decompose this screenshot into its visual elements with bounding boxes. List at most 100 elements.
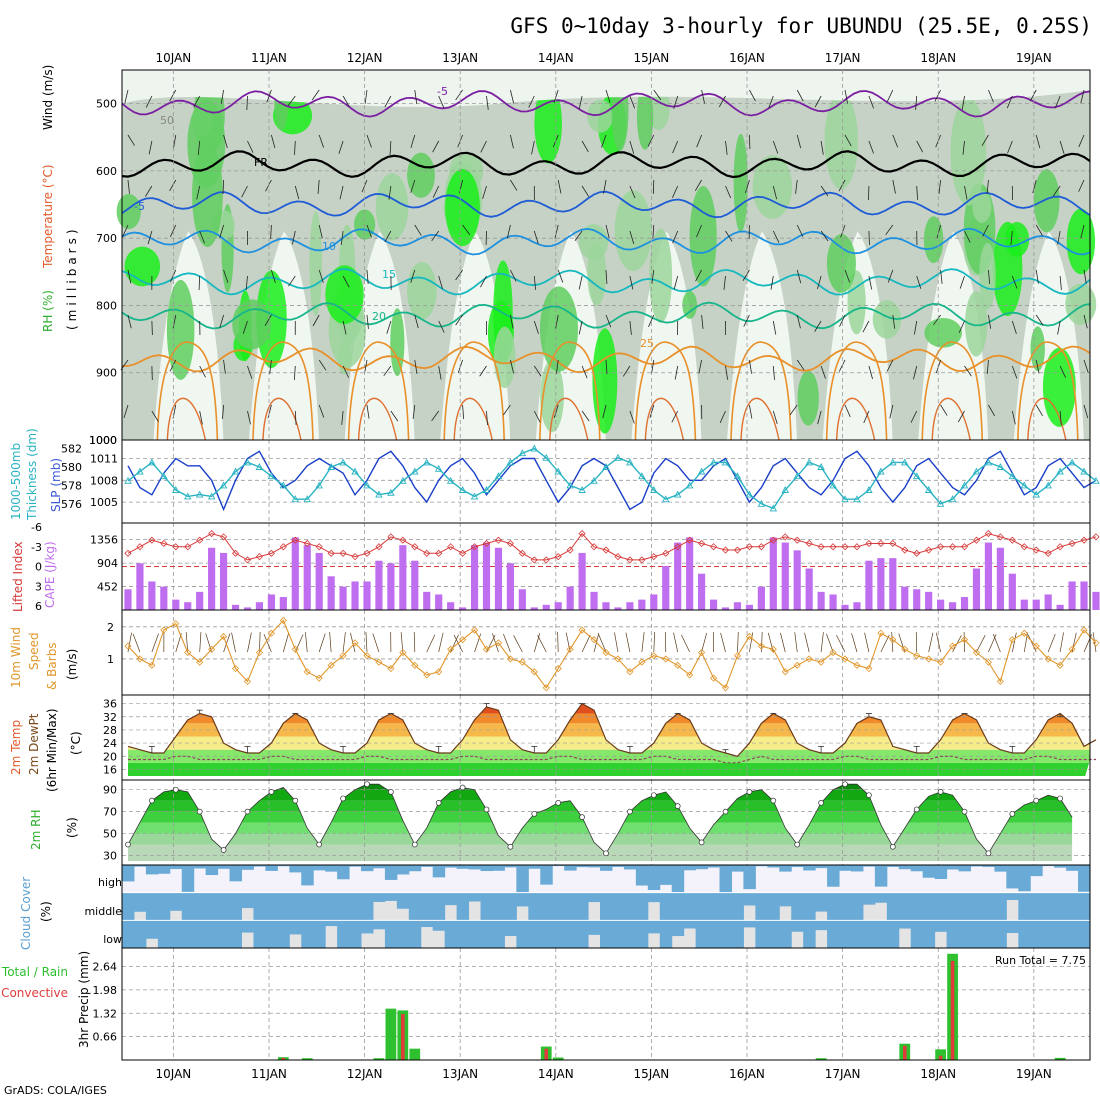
- cape-bar: [960, 597, 969, 610]
- cape-tick: 452: [97, 581, 118, 594]
- wind-barb: [725, 140, 728, 155]
- cape-bar: [614, 607, 622, 610]
- wind-barb: [1035, 314, 1044, 326]
- cloud-cell: [540, 892, 553, 921]
- thickness-point: [924, 486, 933, 493]
- cape-bar: [447, 602, 455, 610]
- wind-barb: [796, 314, 801, 329]
- thickness-point: [231, 467, 240, 475]
- rh-moist-cell: [232, 299, 272, 350]
- wind10m-barb: [1092, 632, 1097, 653]
- wind-barb: [629, 320, 632, 335]
- wind10m-point: [315, 674, 323, 682]
- cloud-cell: [779, 865, 792, 872]
- wind-barb: [294, 185, 300, 200]
- li-point: [960, 543, 969, 551]
- wind-barb: [510, 134, 514, 149]
- wind10m-point: [877, 629, 885, 637]
- wind10m-point: [960, 636, 969, 644]
- cape-bar: [1008, 573, 1016, 610]
- cloud-cell: [922, 865, 936, 878]
- thickness-point: [817, 463, 825, 470]
- wind10m-barb: [1027, 634, 1037, 653]
- cloud-cell: [181, 920, 195, 948]
- cloud-cell: [791, 865, 804, 868]
- wind-barb: [796, 89, 804, 102]
- wind10m-barb: [400, 632, 404, 653]
- bottom-date-label: 10JAN: [155, 1067, 191, 1081]
- wind10m-point: [709, 674, 718, 682]
- wind-barb: [629, 185, 636, 199]
- cape-bar: [375, 560, 383, 610]
- wind10m-barb: [305, 632, 308, 653]
- thickness-point: [638, 472, 646, 480]
- isotherm-label: 50: [160, 114, 174, 127]
- wind-barb: [1080, 89, 1085, 104]
- cape-bar: [841, 604, 849, 610]
- wind-barb: [364, 89, 368, 104]
- rh2m-point: [1033, 797, 1040, 804]
- wind-barb: [988, 404, 996, 417]
- thickness-point: [255, 463, 264, 470]
- wind-barb: [653, 89, 662, 101]
- rh-moist-cell: [192, 142, 223, 248]
- cloud-cell: [480, 892, 493, 921]
- cape-bar: [686, 537, 694, 610]
- isotherm-warm-core: [931, 397, 971, 441]
- wind-barb: [294, 410, 297, 425]
- li-point: [447, 543, 455, 551]
- wind10m-barb: [804, 632, 810, 653]
- wind10m-barb: [1011, 632, 1017, 653]
- cloud-cell: [193, 920, 207, 948]
- pressure-tick: 1000: [89, 434, 117, 447]
- wind10m-barb: [329, 632, 332, 653]
- wind-barb: [1035, 134, 1041, 149]
- wind-barb: [982, 224, 989, 237]
- li-point: [1056, 543, 1064, 551]
- wind10m-point: [1080, 626, 1088, 634]
- li-point: [315, 543, 323, 551]
- cape-bar: [781, 542, 789, 610]
- cloud-cell: [827, 865, 840, 887]
- wind-barb: [455, 89, 463, 101]
- li-point: [662, 549, 670, 557]
- wind-barb: [1083, 404, 1089, 419]
- wind-barb: [271, 269, 276, 283]
- wind-barb: [340, 230, 344, 245]
- wind-barb: [844, 269, 851, 283]
- wind-barb: [936, 224, 942, 239]
- cloud-cell: [815, 865, 828, 869]
- isotherm-warm-core: [644, 397, 685, 441]
- lifted-index-axis-label: Lifted Index: [11, 541, 25, 612]
- pressure-tick: 900: [96, 367, 117, 380]
- thickness-point: [578, 486, 586, 493]
- wind-barb: [1010, 230, 1013, 245]
- cloud-cell: [898, 865, 912, 870]
- rh-moist-cell: [733, 133, 748, 233]
- li-point: [518, 549, 526, 557]
- thickness-point: [351, 467, 359, 475]
- wind10m-point: [160, 626, 168, 634]
- wind-barb: [1035, 224, 1043, 237]
- rh2m-point: [818, 799, 824, 806]
- wind-barb: [223, 134, 228, 149]
- wind-barb: [1057, 230, 1061, 245]
- wind10m-barb: [263, 634, 272, 653]
- wind10m-barb: [681, 634, 690, 653]
- wind-barb: [127, 134, 135, 146]
- rh2m-point: [961, 808, 968, 815]
- wind-barb: [1083, 314, 1088, 329]
- rh-moist-cell: [375, 173, 409, 241]
- wind-barb: [1011, 320, 1017, 334]
- precip-total-bar: [385, 1008, 397, 1060]
- wind-barb: [964, 185, 968, 200]
- rh-moist-cell: [407, 261, 437, 320]
- cloud-cell: [850, 865, 864, 872]
- wind-barb: [222, 404, 224, 419]
- wind10m-unit-label: (m/s): [65, 649, 79, 680]
- li-point: [542, 556, 550, 564]
- cloud-cell: [755, 920, 768, 948]
- wind10m-barb: [372, 633, 380, 653]
- rh2m-point: [172, 786, 179, 793]
- wind10m-barb: [614, 632, 619, 653]
